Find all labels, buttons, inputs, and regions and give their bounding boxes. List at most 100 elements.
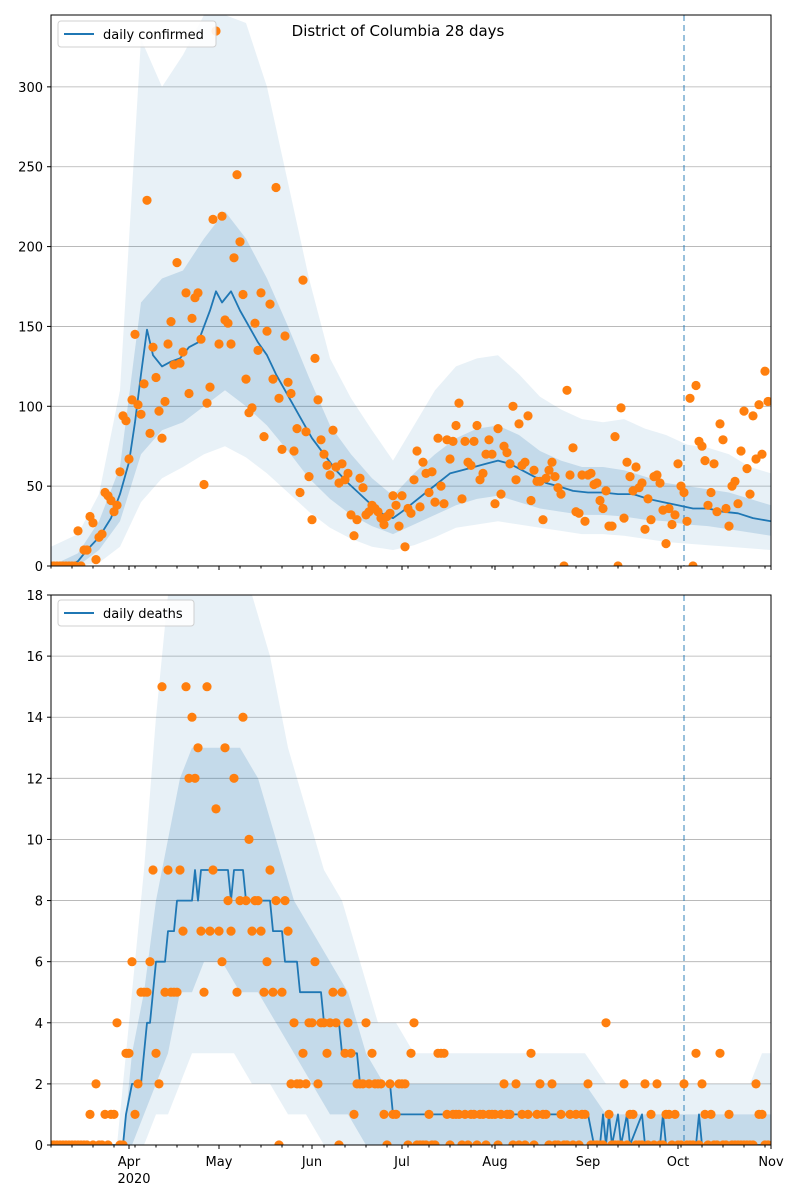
confirmed-data-point	[253, 345, 263, 355]
deaths-x-tick-label: Apr	[118, 1155, 141, 1170]
deaths-data-point	[118, 1140, 128, 1145]
deaths-data-point	[310, 957, 320, 967]
confirmed-legend-label: daily confirmed	[103, 28, 204, 43]
deaths-data-point	[178, 926, 188, 936]
deaths-data-point	[493, 1140, 503, 1145]
confirmed-data-point	[655, 478, 665, 488]
confirmed-data-point	[217, 211, 227, 221]
confirmed-data-point	[250, 318, 260, 328]
confirmed-data-point	[550, 472, 560, 482]
confirmed-data-point	[682, 516, 692, 526]
deaths-data-point	[112, 1018, 122, 1028]
confirmed-data-point	[511, 475, 521, 485]
deaths-data-point	[757, 1109, 767, 1119]
confirmed-data-point	[304, 472, 314, 482]
confirmed-data-point	[457, 494, 467, 504]
confirmed-data-point	[355, 473, 365, 483]
confirmed-data-point	[493, 424, 503, 434]
confirmed-points	[51, 26, 771, 566]
deaths-data-point	[520, 1140, 530, 1145]
deaths-data-point	[439, 1048, 449, 1058]
confirmed-data-point	[295, 487, 305, 498]
deaths-data-point	[505, 1109, 515, 1119]
confirmed-data-point	[430, 497, 440, 507]
confirmed-data-point	[667, 519, 677, 530]
confirmed-data-point	[322, 460, 332, 470]
deaths-y-tick-label: 0	[35, 1139, 43, 1154]
confirmed-data-point	[187, 313, 197, 323]
deaths-data-point	[619, 1079, 629, 1089]
confirmed-data-point	[268, 374, 278, 384]
confirmed-data-point	[163, 339, 173, 349]
confirmed-data-point	[622, 457, 632, 467]
deaths-legend-label: daily deaths	[103, 607, 183, 622]
deaths-data-point	[541, 1109, 551, 1119]
confirmed-data-point	[214, 339, 224, 349]
confirmed-data-point	[625, 472, 635, 482]
deaths-data-point	[622, 1140, 632, 1145]
confirmed-data-point	[700, 456, 710, 466]
confirmed-data-point	[307, 515, 317, 525]
x-year-label: 2020	[117, 1172, 150, 1187]
deaths-data-point	[463, 1140, 473, 1145]
deaths-data-point	[301, 1079, 311, 1089]
deaths-data-point	[202, 682, 212, 692]
confirmed-data-point	[328, 425, 338, 435]
deaths-data-point	[391, 1109, 401, 1119]
confirmed-data-point	[274, 393, 284, 403]
confirmed-data-point	[427, 467, 437, 477]
confirmed-y-tick-label: 0	[35, 560, 43, 575]
confirmed-data-point	[508, 401, 518, 411]
deaths-points	[51, 682, 771, 1145]
confirmed-x-axis	[50, 566, 772, 570]
confirmed-y-tick-label: 200	[18, 241, 43, 256]
confirmed-data-point	[688, 561, 698, 566]
confirmed-data-point	[466, 460, 476, 470]
deaths-data-point	[511, 1079, 521, 1089]
confirmed-data-point	[406, 508, 416, 518]
deaths-data-point	[322, 1048, 332, 1058]
deaths-data-point	[658, 1140, 668, 1145]
confirmed-data-point	[397, 491, 407, 501]
deaths-data-point	[598, 1140, 608, 1145]
confirmed-data-point	[712, 507, 722, 517]
confirmed-data-point	[232, 170, 242, 180]
deaths-series-line	[51, 869, 771, 1145]
deaths-data-point	[175, 865, 185, 875]
confirmed-data-point	[73, 526, 83, 536]
confirmed-data-point	[196, 334, 206, 344]
deaths-data-point	[481, 1140, 491, 1145]
confirmed-data-point	[394, 521, 404, 531]
deaths-y-tick-label: 18	[26, 589, 43, 604]
confirmed-data-point	[472, 420, 482, 431]
deaths-data-point	[268, 987, 278, 997]
confirmed-data-point	[124, 454, 134, 464]
deaths-x-tick-label: Nov	[758, 1155, 784, 1170]
confirmed-data-point	[226, 339, 236, 349]
confirmed-data-point	[433, 433, 443, 443]
deaths-data-point	[670, 1109, 680, 1119]
confirmed-data-point	[136, 409, 146, 419]
confirmed-data-point	[691, 380, 701, 391]
deaths-data-point	[109, 1109, 119, 1119]
deaths-data-point	[85, 1109, 95, 1119]
deaths-data-point	[208, 865, 218, 875]
deaths-data-point	[154, 1079, 164, 1089]
confirmed-data-point	[544, 465, 554, 475]
confirmed-data-point	[646, 515, 656, 525]
confirmed-data-point	[271, 182, 281, 193]
confirmed-data-point	[319, 449, 329, 459]
deaths-data-point	[274, 1140, 284, 1145]
deaths-data-point	[133, 1079, 143, 1089]
confirmed-data-point	[547, 457, 557, 467]
confirmed-data-point	[76, 561, 86, 566]
deaths-data-point	[148, 865, 158, 875]
confirmed-data-point	[760, 366, 770, 376]
deaths-data-point	[172, 987, 182, 997]
confirmed-data-point	[298, 275, 308, 285]
confirmed-data-point	[418, 457, 428, 467]
confirmed-data-point	[652, 470, 662, 480]
confirmed-data-point	[91, 555, 101, 565]
deaths-y-tick-label: 8	[35, 895, 43, 910]
deaths-data-point	[367, 1048, 377, 1058]
